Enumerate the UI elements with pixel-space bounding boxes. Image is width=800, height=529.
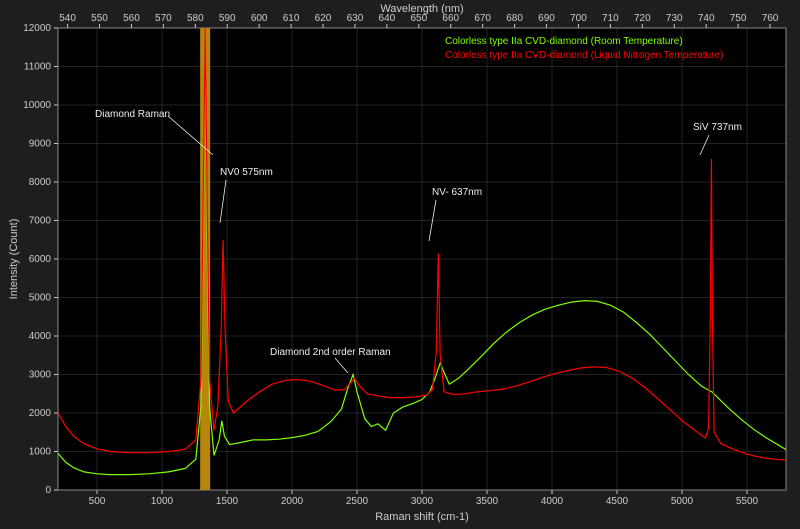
annotation-label: SiV 737nm — [693, 122, 742, 133]
svg-text:730: 730 — [666, 13, 683, 24]
svg-text:690: 690 — [538, 13, 555, 24]
svg-text:2000: 2000 — [29, 408, 52, 419]
svg-text:560: 560 — [123, 13, 140, 24]
svg-text:4500: 4500 — [606, 496, 629, 507]
legend-item: Colorless type IIa CVD-diamond (Room Tem… — [445, 36, 683, 47]
svg-text:710: 710 — [602, 13, 619, 24]
svg-text:5000: 5000 — [29, 293, 52, 304]
svg-text:1000: 1000 — [151, 496, 174, 507]
svg-text:3000: 3000 — [29, 370, 52, 381]
svg-text:540: 540 — [59, 13, 76, 24]
svg-text:2500: 2500 — [346, 496, 369, 507]
svg-text:1500: 1500 — [216, 496, 239, 507]
svg-text:580: 580 — [187, 13, 204, 24]
svg-text:7000: 7000 — [29, 216, 52, 227]
svg-text:670: 670 — [474, 13, 491, 24]
svg-text:760: 760 — [762, 13, 779, 24]
svg-text:2000: 2000 — [281, 496, 304, 507]
x-bottom-title: Raman shift (cm-1) — [375, 511, 469, 523]
svg-text:680: 680 — [506, 13, 523, 24]
chart-svg: 500 1000 1500 2000 2500 3000 3500 4000 4500 5000 5… — [0, 0, 800, 529]
svg-text:9000: 9000 — [29, 139, 52, 150]
svg-text:1000: 1000 — [29, 447, 52, 458]
svg-text:630: 630 — [347, 13, 364, 24]
svg-text:5000: 5000 — [671, 496, 694, 507]
svg-text:590: 590 — [219, 13, 236, 24]
annotation-label: Diamond 2nd order Raman — [270, 347, 391, 358]
svg-text:8000: 8000 — [29, 177, 52, 188]
svg-text:610: 610 — [283, 13, 300, 24]
svg-text:740: 740 — [698, 13, 715, 24]
annotation-label: NV- 637nm — [432, 187, 482, 198]
spectrum-chart: 500 1000 1500 2000 2500 3000 3500 4000 4500 5000 5… — [0, 0, 800, 529]
svg-text:700: 700 — [570, 13, 587, 24]
svg-text:550: 550 — [91, 13, 108, 24]
svg-text:3000: 3000 — [411, 496, 434, 507]
svg-text:10000: 10000 — [23, 100, 51, 111]
svg-text:4000: 4000 — [541, 496, 564, 507]
annotation-label: Diamond Raman — [95, 109, 170, 120]
x-top-title: Wavelength (nm) — [380, 3, 463, 15]
svg-text:6000: 6000 — [29, 254, 52, 265]
svg-text:620: 620 — [315, 13, 332, 24]
diamond-raman-marker — [200, 28, 210, 490]
svg-text:600: 600 — [251, 13, 268, 24]
svg-text:11000: 11000 — [24, 62, 52, 73]
y-title: Intensity (Count) — [8, 219, 20, 300]
legend-item: Colorless type IIa CVD-diamond (Liquid N… — [445, 50, 723, 61]
annotation-label: NV0 575nm — [220, 167, 273, 178]
svg-text:5500: 5500 — [736, 496, 759, 507]
svg-text:720: 720 — [634, 13, 651, 24]
svg-text:750: 750 — [730, 13, 747, 24]
svg-text:4000: 4000 — [29, 331, 52, 342]
svg-text:0: 0 — [45, 485, 51, 496]
svg-text:12000: 12000 — [23, 23, 51, 34]
svg-text:500: 500 — [89, 496, 106, 507]
svg-text:570: 570 — [155, 13, 172, 24]
svg-text:3500: 3500 — [476, 496, 499, 507]
